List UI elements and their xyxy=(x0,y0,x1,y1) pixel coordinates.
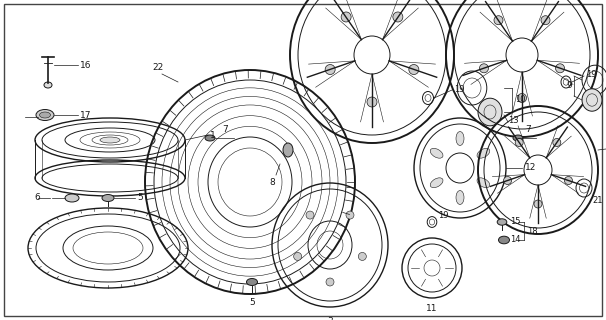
Ellipse shape xyxy=(518,93,527,102)
Text: 9: 9 xyxy=(566,82,572,91)
Ellipse shape xyxy=(205,135,215,141)
Ellipse shape xyxy=(306,211,314,219)
Text: 1: 1 xyxy=(210,131,216,140)
Ellipse shape xyxy=(326,278,334,286)
Ellipse shape xyxy=(515,139,523,147)
Ellipse shape xyxy=(456,190,464,204)
Ellipse shape xyxy=(325,65,335,75)
Ellipse shape xyxy=(36,109,54,121)
Ellipse shape xyxy=(513,135,523,141)
Ellipse shape xyxy=(456,132,464,146)
Ellipse shape xyxy=(65,194,79,202)
Text: 17: 17 xyxy=(80,110,92,119)
Ellipse shape xyxy=(582,89,602,111)
Text: 14: 14 xyxy=(510,236,521,244)
Ellipse shape xyxy=(100,137,120,143)
Ellipse shape xyxy=(102,195,114,202)
Ellipse shape xyxy=(393,12,403,22)
Ellipse shape xyxy=(247,278,258,285)
Ellipse shape xyxy=(564,177,573,185)
Ellipse shape xyxy=(44,82,52,88)
Text: 7: 7 xyxy=(222,125,228,134)
Ellipse shape xyxy=(430,148,443,158)
Text: 16: 16 xyxy=(80,60,92,69)
Text: 12: 12 xyxy=(525,164,536,172)
Ellipse shape xyxy=(358,252,367,260)
Text: 10: 10 xyxy=(515,95,525,105)
Text: 19: 19 xyxy=(586,70,596,79)
Ellipse shape xyxy=(499,236,510,244)
Ellipse shape xyxy=(341,12,351,22)
Ellipse shape xyxy=(553,139,561,147)
Text: 7: 7 xyxy=(525,125,531,134)
Text: 15: 15 xyxy=(510,218,521,227)
Text: 5: 5 xyxy=(137,194,143,203)
Text: 19: 19 xyxy=(454,84,465,93)
Text: 13: 13 xyxy=(508,116,519,125)
Text: 21: 21 xyxy=(592,196,602,205)
Ellipse shape xyxy=(497,219,507,225)
Ellipse shape xyxy=(346,211,354,219)
Ellipse shape xyxy=(477,178,490,188)
Ellipse shape xyxy=(504,177,511,185)
Ellipse shape xyxy=(479,64,488,73)
Ellipse shape xyxy=(39,112,50,118)
Ellipse shape xyxy=(478,98,502,126)
Ellipse shape xyxy=(541,16,550,25)
Text: 3: 3 xyxy=(327,317,333,320)
Ellipse shape xyxy=(283,143,293,157)
Text: 5: 5 xyxy=(249,298,255,307)
Ellipse shape xyxy=(294,252,302,260)
Ellipse shape xyxy=(430,178,443,188)
Text: 11: 11 xyxy=(426,304,438,313)
Text: 18: 18 xyxy=(527,227,538,236)
Ellipse shape xyxy=(534,200,542,208)
Ellipse shape xyxy=(494,16,503,25)
Ellipse shape xyxy=(409,65,419,75)
Ellipse shape xyxy=(556,64,565,73)
Text: 8: 8 xyxy=(269,178,275,187)
Text: 22: 22 xyxy=(152,63,163,72)
Ellipse shape xyxy=(367,97,377,107)
Ellipse shape xyxy=(477,148,490,158)
Text: 19: 19 xyxy=(438,211,448,220)
Text: 6: 6 xyxy=(34,194,40,203)
